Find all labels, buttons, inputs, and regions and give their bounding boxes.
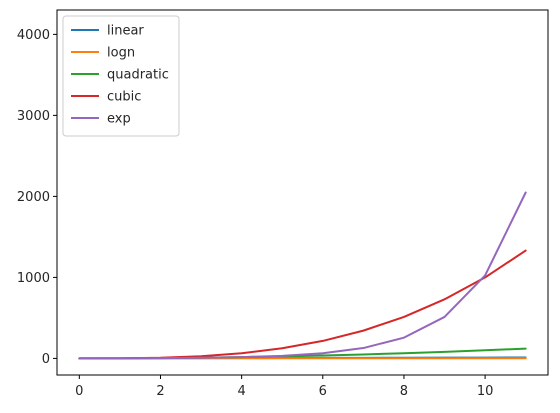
y-tick-label: 0 bbox=[42, 352, 50, 367]
axes-frame bbox=[56, 9, 549, 376]
x-tick-label: 6 bbox=[319, 384, 327, 399]
x-tick-label: 0 bbox=[75, 384, 83, 399]
legend-box bbox=[62, 15, 180, 137]
y-tick-label: 3000 bbox=[17, 109, 50, 124]
y-tick-label: 2000 bbox=[17, 190, 50, 205]
legend-label-linear: linear bbox=[107, 24, 144, 39]
legend-label-quadratic: quadratic bbox=[107, 68, 169, 83]
series-line-exp bbox=[78, 191, 527, 360]
legend-label-cubic: cubic bbox=[107, 90, 141, 105]
x-tick-label: 2 bbox=[156, 384, 164, 399]
x-tick-label: 8 bbox=[400, 384, 408, 399]
legend-label-exp: exp bbox=[107, 112, 131, 127]
y-tick-label: 1000 bbox=[17, 271, 50, 286]
x-axis: 0 2 4 6 8 10 bbox=[75, 375, 493, 399]
x-tick-label: 4 bbox=[237, 384, 245, 399]
x-tick-label: 10 bbox=[477, 384, 494, 399]
legend: linear logn quadratic cubic exp bbox=[62, 15, 180, 137]
y-tick-label: 4000 bbox=[17, 28, 50, 43]
plot-area bbox=[78, 191, 527, 360]
y-axis: 0 1000 2000 3000 4000 bbox=[17, 28, 57, 367]
legend-label-logn: logn bbox=[107, 46, 135, 61]
series-line-cubic bbox=[78, 249, 527, 360]
